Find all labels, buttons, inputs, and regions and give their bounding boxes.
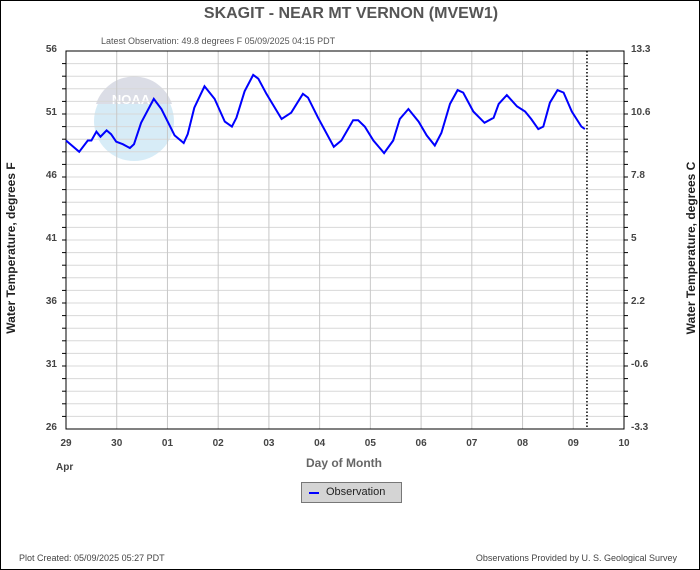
plot-created: Plot Created: 05/09/2025 05:27 PDT	[19, 553, 165, 563]
latest-observation: Latest Observation: 49.8 degrees F 05/09…	[101, 36, 336, 46]
x-tick-label: 01	[161, 438, 174, 449]
y-tick-label: 51	[45, 107, 57, 118]
svg-text:NOAA: NOAA	[112, 92, 151, 107]
y-right-tick-label: 13.3	[631, 44, 651, 55]
x-tick-label: 09	[567, 438, 579, 449]
y-right-tick-label: 7.8	[631, 170, 645, 181]
x-tick-label: 10	[618, 438, 630, 449]
x-tick-label: 08	[516, 438, 529, 449]
x-month-label: Apr	[56, 462, 74, 473]
y-right-tick-label: 2.2	[631, 296, 645, 307]
legend: Observation	[301, 482, 402, 503]
x-tick-label: 06	[415, 438, 427, 449]
y-right-tick-label: -0.6	[631, 359, 649, 370]
y-right-tick-label: 10.6	[631, 107, 651, 118]
y-right-tick-label: 5	[631, 233, 637, 244]
data-provider: Observations Provided by U. S. Geologica…	[475, 553, 677, 563]
chart-title: SKAGIT - NEAR MT VERNON (MVEW1)	[203, 5, 499, 22]
y-tick-label: 46	[45, 170, 57, 181]
y-tick-label: 41	[45, 233, 57, 244]
y-tick-label: 26	[45, 422, 57, 433]
y-right-tick-label: -3.3	[631, 422, 649, 433]
x-axis-label: Day of Month	[306, 456, 382, 470]
legend-label-observation: Observation	[326, 486, 386, 498]
legend-swatch-observation	[309, 492, 319, 494]
y-axis-label-right: Water Temperature, degrees C	[684, 161, 698, 335]
x-tick-label: 07	[466, 438, 478, 449]
x-tick-label: 29	[60, 438, 72, 449]
y-tick-label: 31	[45, 359, 57, 370]
y-axis-label-left: Water Temperature, degrees F	[4, 162, 18, 334]
x-tick-label: 04	[314, 438, 326, 449]
series-observation-line	[65, 73, 586, 155]
plot-frame	[65, 50, 625, 430]
y-tick-label: 56	[45, 44, 57, 55]
x-tick-label: 03	[263, 438, 275, 449]
x-tick-label: 02	[212, 438, 224, 449]
y-tick-label: 36	[45, 296, 57, 307]
x-tick-label: 30	[111, 438, 123, 449]
x-tick-label: 05	[364, 438, 376, 449]
